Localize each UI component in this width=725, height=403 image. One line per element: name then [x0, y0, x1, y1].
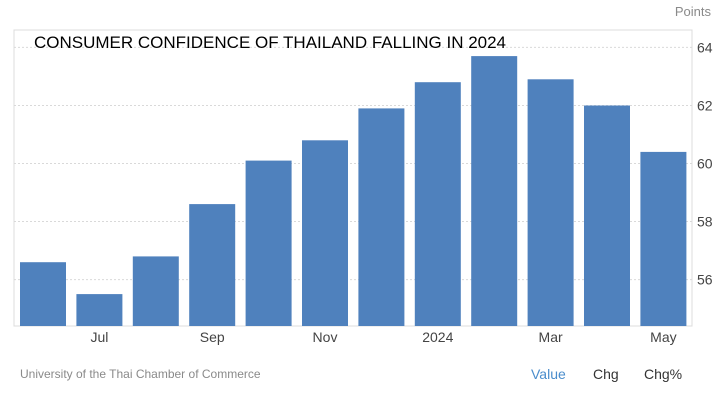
- bar-mar[interactable]: [527, 79, 574, 326]
- x-tick-label: May: [650, 329, 676, 345]
- x-tick-label: Nov: [313, 329, 338, 345]
- y-tick-label: 58: [697, 214, 713, 230]
- bar-2024[interactable]: [414, 82, 461, 326]
- bar-nov[interactable]: [302, 140, 348, 326]
- bar-chart: 56 58 60 62 64 Jul Sep Nov 2024 Mar May CONSUMER …: [13, 29, 713, 345]
- bar-dec[interactable]: [358, 108, 405, 327]
- bar-apr[interactable]: [584, 105, 630, 327]
- x-tick-label: Sep: [200, 329, 225, 345]
- bar-jun[interactable]: [20, 262, 66, 326]
- x-tick-label: 2024: [422, 329, 453, 345]
- y-tick-label: 64: [697, 39, 713, 55]
- grid-lines: [14, 46, 692, 281]
- source-label: University of the Thai Chamber of Commer…: [20, 367, 261, 381]
- bars-group: [20, 56, 687, 327]
- bar-aug[interactable]: [132, 256, 179, 326]
- bar-sep[interactable]: [189, 204, 236, 326]
- bar-may[interactable]: [640, 151, 687, 326]
- unit-label: Points: [674, 4, 711, 19]
- tab-chg-percent[interactable]: Chg%: [644, 366, 683, 382]
- y-tick-labels: 56 58 60 62 64: [697, 39, 713, 287]
- bar-jul[interactable]: [76, 294, 123, 326]
- y-tick-label: 60: [697, 155, 713, 171]
- x-tick-labels: Jul Sep Nov 2024 Mar May: [90, 329, 676, 345]
- tab-chg[interactable]: Chg: [593, 366, 619, 382]
- bar-feb[interactable]: [471, 56, 518, 326]
- y-tick-label: 62: [697, 97, 713, 113]
- x-tick-label: Jul: [90, 329, 108, 345]
- y-tick-label: 56: [697, 272, 713, 288]
- tab-value[interactable]: Value: [531, 366, 566, 382]
- bar-oct[interactable]: [245, 160, 292, 326]
- plot-area: [13, 29, 693, 327]
- chart-title: CONSUMER CONFIDENCE OF THAILAND FALLING …: [34, 33, 506, 52]
- x-tick-label: Mar: [539, 329, 563, 345]
